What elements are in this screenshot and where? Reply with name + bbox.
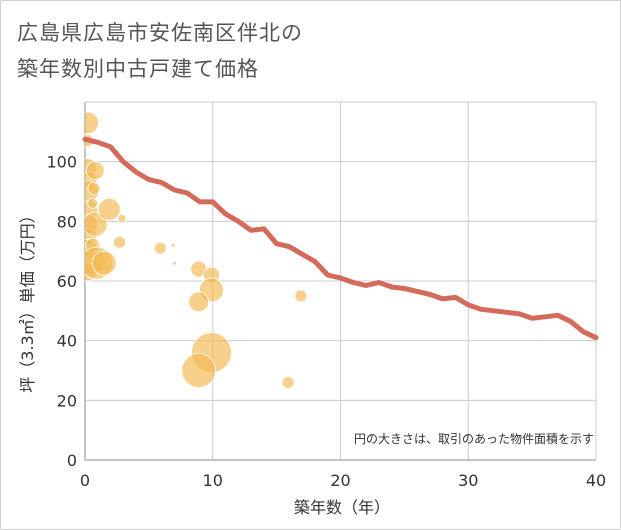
- bubble-point: [85, 161, 105, 181]
- chart-title-line2: 築年数別中古戸建て価格: [17, 57, 259, 81]
- y-tick-label: 100: [46, 153, 77, 172]
- bubble-point: [85, 211, 108, 237]
- bubble-point: [91, 250, 117, 276]
- chart-title: 広島県広島市安佐南区伴北の 築年数別中古戸建て価格: [17, 15, 577, 87]
- bubble-point: [170, 242, 176, 248]
- x-tick-label: 20: [330, 471, 350, 490]
- bubble-series: [85, 111, 308, 389]
- bubble-point: [181, 353, 217, 388]
- chart-title-line1: 広島県広島市安佐南区伴北の: [17, 21, 303, 45]
- trend-series: [82, 136, 599, 341]
- y-tick-label: 60: [57, 272, 77, 291]
- bubble-point: [281, 376, 295, 389]
- tick-labels: 0 20 40 60 80 100 0 10 20 30 40: [46, 153, 606, 490]
- y-axis-label: 坪（3.3㎡）単価（万円）: [18, 207, 37, 392]
- bubble-point: [113, 235, 126, 249]
- bubble-point: [97, 197, 121, 221]
- bubble-point: [188, 291, 210, 313]
- x-tick-label: 30: [458, 471, 478, 490]
- y-tick-label: 80: [57, 212, 77, 231]
- x-tick-label: 0: [80, 471, 90, 490]
- bubble-point: [153, 241, 167, 255]
- bubble-point: [87, 182, 101, 195]
- bubble-point: [117, 213, 127, 223]
- grid: [84, 101, 597, 461]
- bubble-point: [87, 198, 99, 209]
- y-tick-label: 20: [57, 391, 77, 410]
- y-tick-label: 40: [57, 332, 77, 351]
- bubble-point: [294, 289, 308, 303]
- bubble-point: [172, 260, 177, 266]
- x-axis-label: 築年数（年）: [294, 498, 390, 517]
- y-tick-label: 0: [67, 451, 77, 470]
- size-note: 円の大きさは、取引のあった物件面積を示す: [354, 431, 594, 446]
- bubble-point: [85, 111, 99, 135]
- trend-line: [82, 136, 599, 341]
- x-tick-label: 10: [203, 471, 223, 490]
- x-tick-label: 40: [586, 471, 606, 490]
